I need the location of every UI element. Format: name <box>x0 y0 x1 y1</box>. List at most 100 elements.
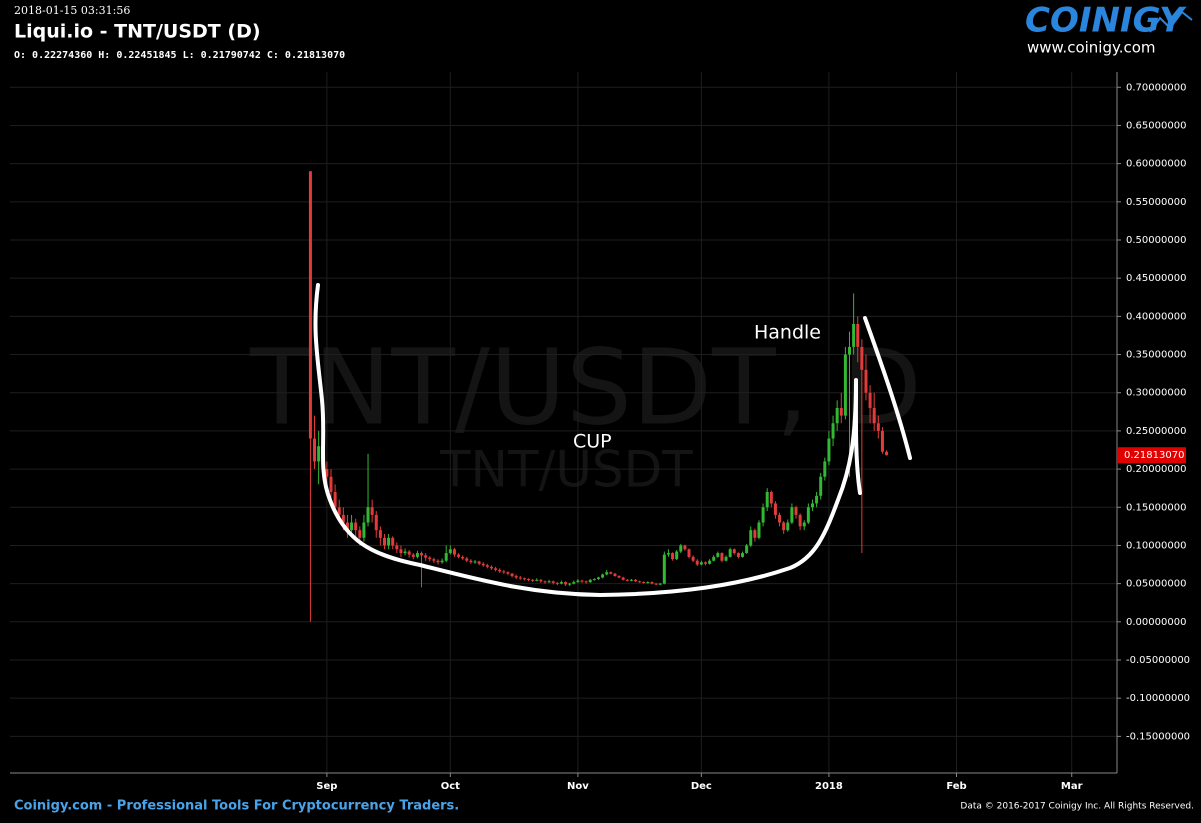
candle-body <box>885 451 889 456</box>
candle-body <box>506 572 510 574</box>
y-tick-label: -0.15000000 <box>1126 731 1190 742</box>
candle-body <box>518 577 522 579</box>
candle-body <box>617 575 621 578</box>
cup-curve <box>313 283 858 598</box>
candle-body <box>350 522 354 531</box>
candle-body <box>452 549 456 555</box>
candle-body <box>494 568 498 570</box>
candle-body <box>489 566 493 569</box>
candle-body <box>448 549 452 554</box>
y-tick-label: 0.45000000 <box>1126 273 1186 284</box>
candle-body <box>703 562 707 564</box>
x-tick-label: Mar <box>1061 781 1083 792</box>
candle-body <box>564 582 568 585</box>
candle-body <box>778 514 782 523</box>
candle-body <box>366 507 370 523</box>
candle-body <box>876 423 880 431</box>
candle-body <box>551 581 555 583</box>
logo-url: www.coinigy.com <box>1027 39 1156 57</box>
y-tick-label: 0.70000000 <box>1126 82 1186 93</box>
candle-body <box>769 491 773 504</box>
candle-body <box>325 469 329 477</box>
candle-body <box>880 430 884 452</box>
candle-body <box>370 507 374 515</box>
candle-body <box>535 579 539 581</box>
candle-body <box>786 522 790 531</box>
candle-body <box>819 476 823 496</box>
footer-right: Data © 2016-2017 Coinigy Inc. All Rights… <box>960 802 1194 812</box>
candle-body <box>345 522 349 531</box>
candle-body <box>559 582 563 584</box>
candle-body <box>839 407 843 416</box>
candle-body <box>313 438 317 462</box>
candle-body <box>596 577 600 580</box>
candle-body <box>732 549 736 554</box>
candle-body <box>382 537 386 546</box>
watermark: TNT/USDT, D <box>249 326 922 448</box>
y-tick-label: 0.00000000 <box>1126 617 1186 628</box>
candle-body <box>391 537 395 546</box>
candle-body <box>473 561 477 563</box>
candle-body <box>868 392 872 408</box>
x-tick-label: Nov <box>567 781 589 792</box>
candle-body <box>387 537 391 546</box>
candle-body <box>650 582 654 584</box>
candle-body <box>761 507 765 523</box>
candle-body <box>827 438 831 462</box>
candle-body <box>568 583 572 585</box>
candle-body <box>461 556 465 559</box>
timestamp: 2018-01-15 03:31:56 <box>14 4 130 17</box>
candle-body <box>424 555 428 558</box>
candle-body <box>531 579 535 581</box>
last-price-box <box>1118 447 1186 464</box>
candle-body <box>547 581 551 583</box>
logo-icon <box>1149 10 1193 33</box>
candle-body <box>642 582 646 584</box>
candle-body <box>444 553 448 561</box>
x-tick-label: Dec <box>691 781 712 792</box>
last-price-label: 0.21813070 <box>1124 450 1184 461</box>
candle-body <box>666 553 670 555</box>
candle-body <box>679 545 683 552</box>
candle-body <box>477 561 481 564</box>
candle-body <box>872 407 876 424</box>
candle-body <box>749 530 753 546</box>
candle-body <box>337 507 341 515</box>
candle-body <box>613 573 617 576</box>
candle-body <box>634 579 638 582</box>
candle-body <box>843 354 847 416</box>
candle-body <box>436 560 440 563</box>
candle-body <box>403 551 407 554</box>
candle-body <box>815 495 819 504</box>
candle-body <box>354 522 358 531</box>
y-tick-label: 0.25000000 <box>1126 426 1186 437</box>
candle-body <box>860 346 864 370</box>
candle-body <box>605 572 609 575</box>
candle-body <box>555 582 559 584</box>
candle-body <box>498 569 502 572</box>
ohlc-line: O: 0.22274360 H: 0.22451845 L: 0.2179074… <box>14 50 345 61</box>
x-tick-label: Feb <box>946 781 966 792</box>
candle-body <box>790 507 794 523</box>
candle-body <box>601 574 605 578</box>
y-tick-label: 0.30000000 <box>1126 388 1186 399</box>
candle-body <box>572 582 576 584</box>
candle-body <box>823 461 827 477</box>
candle-body <box>407 551 411 555</box>
candle-body <box>741 553 745 557</box>
candle-body <box>646 582 650 584</box>
candle-body <box>395 545 399 550</box>
candle-body <box>415 553 419 557</box>
candle-body <box>481 563 485 566</box>
candle-body <box>687 549 691 557</box>
candle-body <box>831 423 835 439</box>
candle-body <box>765 491 769 508</box>
candle-body <box>374 514 378 531</box>
candle-body <box>333 491 337 508</box>
candle-body <box>736 553 740 557</box>
y-tick-label: 0.20000000 <box>1126 464 1186 475</box>
y-tick-label: 0.55000000 <box>1126 197 1186 208</box>
x-tick-label: Oct <box>441 781 460 792</box>
